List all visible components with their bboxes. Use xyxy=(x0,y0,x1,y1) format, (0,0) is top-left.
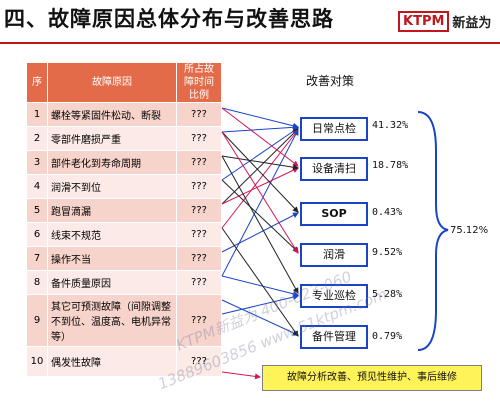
connector-line xyxy=(221,129,299,229)
connector-line xyxy=(221,131,299,213)
measure-value: 18.78% xyxy=(372,160,409,171)
table-row: 8 备件质量原因??? xyxy=(26,270,222,295)
connector-line xyxy=(221,294,299,315)
measure-value: 5.28% xyxy=(372,289,403,300)
table-header-row: 序 故障原因 所占故障时间比例 xyxy=(26,62,222,103)
row-no: 2 xyxy=(26,126,48,151)
header-cause: 故障原因 xyxy=(47,62,177,103)
row-pct: ??? xyxy=(176,174,222,199)
row-no: 8 xyxy=(26,270,48,295)
connector-line xyxy=(221,129,299,277)
measure-box: 润滑 xyxy=(300,243,368,267)
row-no: 9 xyxy=(26,294,48,347)
measure-value: 9.52% xyxy=(372,247,403,258)
connector-line xyxy=(221,212,299,253)
connector-line xyxy=(221,299,299,336)
measure-box: 设备清扫 xyxy=(300,157,368,181)
cause-table: 序 故障原因 所占故障时间比例 1 螺栓等紧固件松动、断裂??? 2 零部件磨损严重… xyxy=(26,62,222,377)
measure-value: 41.32% xyxy=(372,120,409,131)
table-row: 6 线束不规范??? xyxy=(26,222,222,247)
row-pct: ??? xyxy=(176,246,222,271)
connector-line xyxy=(221,371,261,380)
row-cause: 其它可预测故障（间隙调整不到位、温度高、电机异常等） xyxy=(47,294,177,347)
row-pct: ??? xyxy=(176,346,222,377)
row-cause: 操作不当 xyxy=(47,246,177,271)
row-cause: 零部件磨损严重 xyxy=(47,126,177,151)
connector-line xyxy=(221,179,299,253)
connector-line xyxy=(221,155,299,294)
connector-line xyxy=(221,167,299,205)
row-cause: 线束不规范 xyxy=(47,222,177,247)
title-divider xyxy=(0,42,500,44)
table-row: 7 操作不当??? xyxy=(26,246,222,271)
connector-line xyxy=(221,275,299,297)
total-value: 75.12% xyxy=(450,225,489,236)
connector-line xyxy=(221,131,299,254)
row-no: 1 xyxy=(26,102,48,127)
table-row: 3 部件老化到寿命周期??? xyxy=(26,150,222,175)
connector-line xyxy=(221,124,299,133)
row-pct: ??? xyxy=(176,102,222,127)
logo-brand: KTPM xyxy=(398,10,450,32)
group-brace xyxy=(417,111,449,351)
logo: KTPM 新益为 xyxy=(398,8,491,34)
measure-box: 专业巡检 xyxy=(300,284,368,308)
page-title: 四、故障原因总体分布与改善思路 xyxy=(4,7,334,31)
table-row: 4 润滑不到位??? xyxy=(26,174,222,199)
connector-line xyxy=(221,127,299,181)
row-cause: 部件老化到寿命周期 xyxy=(47,150,177,175)
row-pct: ??? xyxy=(176,270,222,295)
table-row: 10 偶发性故障??? xyxy=(26,346,222,377)
measure-box: 日常点检 xyxy=(300,117,368,141)
row-pct: ??? xyxy=(176,126,222,151)
row-cause: 偶发性故障 xyxy=(47,346,177,377)
row-pct: ??? xyxy=(176,150,222,175)
connector-line xyxy=(221,107,299,167)
connector-line xyxy=(221,155,299,171)
row-no: 3 xyxy=(26,150,48,175)
measure-box: 备件管理 xyxy=(300,325,368,349)
table-row: 2 零部件磨损严重??? xyxy=(26,126,222,151)
row-cause: 润滑不到位 xyxy=(47,174,177,199)
table-row: 9 其它可预测故障（间隙调整不到位、温度高、电机异常等）??? xyxy=(26,294,222,347)
footer-box: 故障分析改善、预见性维护、事后维修 xyxy=(262,365,482,391)
connector-line xyxy=(221,107,299,129)
logo-cn: 新益为 xyxy=(452,15,492,31)
measure-box: SOP xyxy=(300,202,368,226)
row-pct: ??? xyxy=(176,294,222,347)
connector-line xyxy=(221,227,299,337)
measures-title: 改善对策 xyxy=(306,74,355,88)
measure-value: 0.43% xyxy=(372,207,403,218)
measure-value: 0.79% xyxy=(372,331,403,342)
